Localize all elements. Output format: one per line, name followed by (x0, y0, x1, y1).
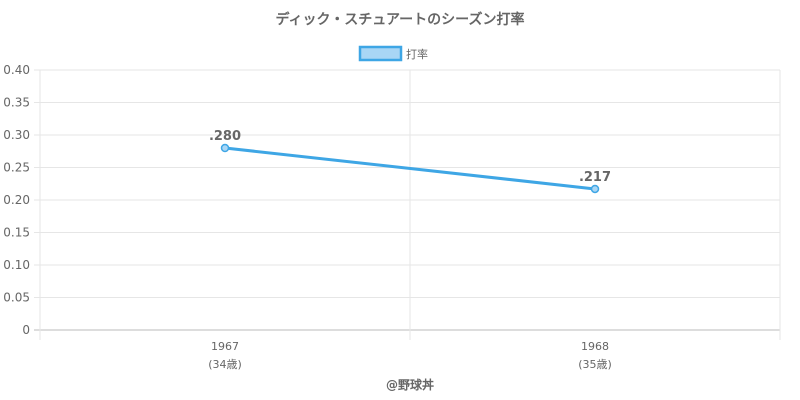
y-tick-label: 0.25 (3, 161, 30, 175)
x-tick-label: 1968 (581, 340, 609, 353)
y-tick-label: 0.35 (3, 96, 30, 110)
y-tick-label: 0.20 (3, 193, 30, 207)
series-batting-average: .280 .217 (209, 129, 611, 194)
x-tick-sublabel: (35歳) (578, 358, 612, 371)
chart-title: ディック・スチュアートのシーズン打率 (276, 11, 525, 28)
x-tick-label: 1967 (211, 340, 239, 353)
data-point[interactable] (590, 184, 600, 194)
y-tick-label: 0 (22, 323, 30, 337)
data-label: .280 (209, 129, 241, 144)
legend-swatch (358, 45, 403, 62)
legend-label: 打率 (406, 47, 428, 61)
y-tick-label: 0.30 (3, 128, 30, 142)
y-tick-label: 0.10 (3, 258, 30, 272)
legend[interactable]: 打率 (358, 45, 428, 62)
x-tick-sublabel: (34歳) (208, 358, 242, 371)
y-axis: 0 0.05 0.10 0.15 0.20 0.25 0.30 0.35 0.40 (3, 63, 41, 340)
credit-text: @野球丼 (386, 377, 434, 392)
data-label: .217 (579, 170, 611, 185)
grid (34, 69, 781, 340)
x-axis: 1967 (34歳) 1968 (35歳) (208, 340, 612, 371)
series-line (223, 146, 597, 191)
y-tick-label: 0.15 (3, 226, 30, 240)
y-tick-label: 0.05 (3, 291, 30, 305)
y-tick-label: 0.40 (3, 63, 30, 77)
data-point[interactable] (220, 143, 230, 153)
